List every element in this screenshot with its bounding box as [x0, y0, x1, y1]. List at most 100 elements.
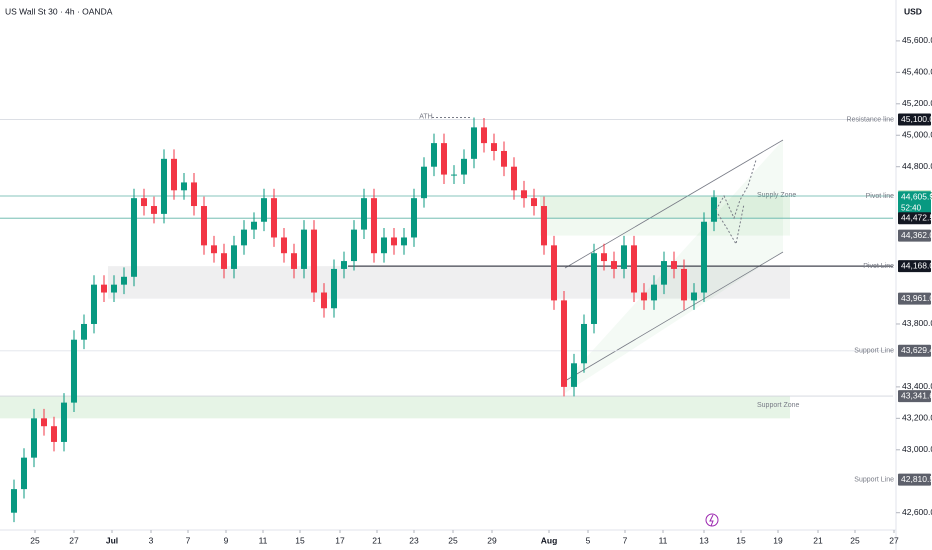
- candle-body: [301, 229, 307, 269]
- candle-body: [431, 143, 437, 167]
- y-tick-label: 45,600.0: [902, 35, 932, 45]
- candle-body: [351, 229, 357, 262]
- candle-body: [171, 158, 177, 191]
- price-badge: [898, 292, 931, 305]
- annotation-label: ATH: [419, 113, 432, 120]
- x-tick-label: 3: [149, 535, 154, 545]
- currency-label: USD: [904, 6, 922, 16]
- price-badge-label: 43,341.6: [901, 390, 932, 400]
- candle-body: [521, 190, 527, 199]
- x-tick-label: 13: [699, 535, 709, 545]
- x-tick-label: Jul: [106, 535, 118, 545]
- level-name: Resistance line: [847, 116, 895, 123]
- candle-body: [151, 206, 157, 214]
- level-name: Pivot line: [866, 193, 895, 200]
- channel-lower: [564, 251, 784, 382]
- chart-title: US Wall St 30 · 4h · OANDA: [5, 6, 113, 16]
- candle-body: [251, 221, 257, 230]
- x-tick-label: 27: [69, 535, 79, 545]
- candle-body: [551, 245, 557, 301]
- x-tick-label: Aug: [541, 535, 558, 545]
- candle-body: [291, 253, 297, 269]
- x-tick-label: 5: [586, 535, 591, 545]
- candle-body: [471, 127, 477, 159]
- candle-body: [381, 237, 387, 254]
- zone: [0, 396, 790, 419]
- candle-body: [91, 284, 97, 324]
- candle-body: [31, 418, 37, 458]
- level-name: Pivot Line: [863, 263, 894, 270]
- x-tick-label: 11: [659, 535, 668, 545]
- candle-body: [661, 261, 667, 285]
- price-badge: [898, 390, 931, 403]
- y-tick-label: 43,000.0: [902, 444, 932, 454]
- candle-body: [271, 198, 277, 238]
- candle-body: [531, 198, 537, 207]
- event-icon-bolt: [709, 514, 714, 527]
- x-tick-label: 29: [487, 535, 497, 545]
- candle-body: [621, 245, 627, 269]
- candle-body: [61, 402, 67, 442]
- y-tick-label: 43,400.0: [902, 381, 932, 391]
- candle-body: [181, 182, 187, 191]
- price-badge: [898, 344, 931, 357]
- candle-body: [11, 489, 17, 513]
- price-badge-label: 43,961.0: [901, 293, 932, 303]
- candle-body: [701, 221, 707, 293]
- candle-body: [261, 198, 267, 222]
- level-name: Support Line: [854, 476, 894, 483]
- x-tick-label: 25: [850, 535, 860, 545]
- candle-body: [81, 323, 87, 340]
- candle-body: [161, 158, 167, 214]
- price-badge-label: 44,472.5: [901, 212, 932, 222]
- candle-body: [311, 229, 317, 293]
- price-badge-label: 44,168.0: [901, 260, 932, 270]
- x-tick-label: 27: [889, 535, 899, 545]
- candle-body: [581, 323, 587, 364]
- price-badge: [898, 113, 931, 126]
- y-tick-label: 45,400.0: [902, 67, 932, 77]
- candle-body: [681, 268, 687, 301]
- zone: [108, 266, 790, 299]
- candle-body: [101, 284, 107, 293]
- candle-body: [141, 198, 147, 207]
- y-tick-label: 42,600.0: [902, 507, 932, 517]
- candle-body: [401, 237, 407, 246]
- level-name: Support Line: [854, 348, 894, 355]
- zone-label: Supply Zone: [757, 192, 796, 199]
- x-tick-label: 7: [623, 535, 628, 545]
- x-tick-label: 23: [409, 535, 419, 545]
- candle-body: [411, 198, 417, 238]
- x-tick-label: 25: [448, 535, 458, 545]
- x-tick-label: 15: [295, 535, 305, 545]
- event-icon[interactable]: [705, 513, 719, 527]
- price-badge: [898, 473, 931, 486]
- price-badge-label: 44,362.0: [901, 230, 932, 240]
- candle-body: [131, 198, 137, 277]
- candle-body: [41, 418, 47, 427]
- candle-body: [491, 143, 497, 151]
- candle-body: [511, 166, 517, 191]
- candle-body: [21, 457, 27, 490]
- candle-body: [671, 261, 677, 269]
- x-tick-label: 21: [372, 535, 382, 545]
- candle-body: [361, 198, 367, 230]
- candle-body: [591, 253, 597, 324]
- projection-down: [717, 203, 745, 246]
- candle-body: [121, 276, 127, 285]
- price-badge: [898, 229, 931, 242]
- candle-body: [421, 166, 427, 199]
- price-badge-label: 44,605.9: [901, 191, 932, 201]
- candle-body: [341, 261, 347, 269]
- price-badge-label: 45,100.0: [901, 114, 932, 124]
- candle-body: [441, 143, 447, 175]
- x-tick-label: 17: [335, 535, 345, 545]
- candle-body: [651, 284, 657, 301]
- candle-body: [241, 229, 247, 246]
- x-tick-label: 11: [259, 535, 268, 545]
- candle-body: [691, 292, 697, 301]
- candle-body: [601, 253, 607, 262]
